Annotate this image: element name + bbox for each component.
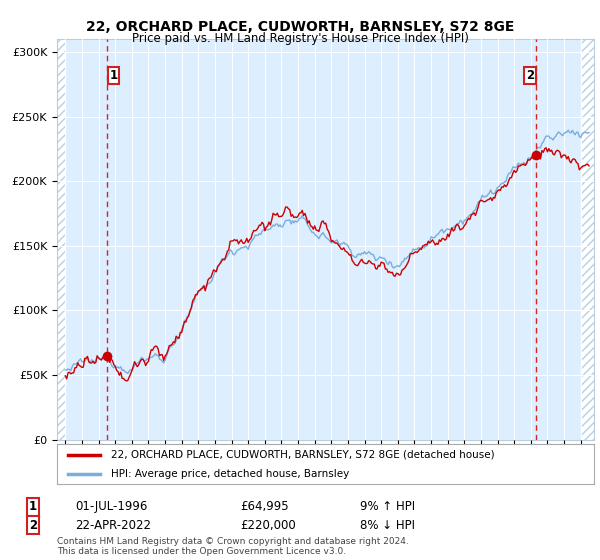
Text: 1: 1 <box>109 69 118 82</box>
Polygon shape <box>57 39 65 440</box>
Text: 22, ORCHARD PLACE, CUDWORTH, BARNSLEY, S72 8GE (detached house): 22, ORCHARD PLACE, CUDWORTH, BARNSLEY, S… <box>111 450 494 460</box>
Text: This data is licensed under the Open Government Licence v3.0.: This data is licensed under the Open Gov… <box>57 547 346 556</box>
Text: 22-APR-2022: 22-APR-2022 <box>75 519 151 532</box>
Text: £64,995: £64,995 <box>240 500 289 514</box>
Text: HPI: Average price, detached house, Barnsley: HPI: Average price, detached house, Barn… <box>111 469 349 478</box>
Text: 22, ORCHARD PLACE, CUDWORTH, BARNSLEY, S72 8GE: 22, ORCHARD PLACE, CUDWORTH, BARNSLEY, S… <box>86 20 514 34</box>
Text: 9% ↑ HPI: 9% ↑ HPI <box>360 500 415 514</box>
Text: 2: 2 <box>29 519 37 532</box>
Polygon shape <box>581 39 594 440</box>
Text: £220,000: £220,000 <box>240 519 296 532</box>
Text: 1: 1 <box>29 500 37 514</box>
Text: 01-JUL-1996: 01-JUL-1996 <box>75 500 148 514</box>
Text: Price paid vs. HM Land Registry's House Price Index (HPI): Price paid vs. HM Land Registry's House … <box>131 32 469 45</box>
Text: 8% ↓ HPI: 8% ↓ HPI <box>360 519 415 532</box>
Text: 2: 2 <box>526 69 534 82</box>
Text: Contains HM Land Registry data © Crown copyright and database right 2024.: Contains HM Land Registry data © Crown c… <box>57 537 409 546</box>
